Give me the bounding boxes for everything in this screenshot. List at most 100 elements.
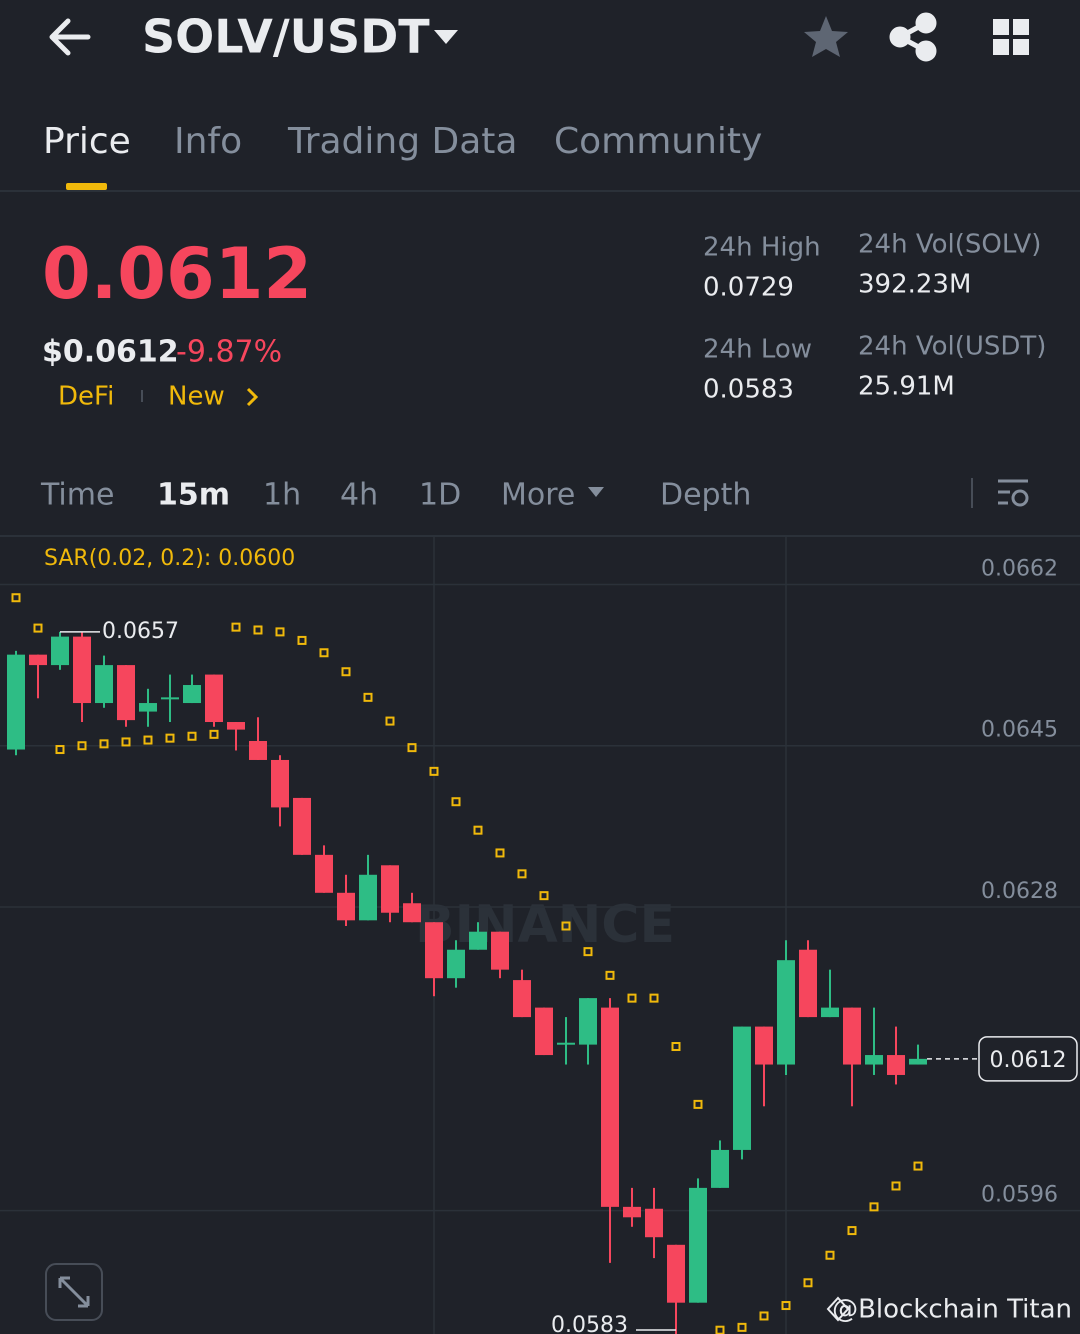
sar-dot (671, 1042, 681, 1052)
pair-title[interactable]: SOLV/USDT (142, 10, 430, 64)
candle-body (711, 1149, 729, 1188)
candle-body (249, 740, 267, 760)
grid-menu[interactable] (993, 19, 1029, 55)
candle-body (799, 949, 817, 1018)
candle-body (645, 1208, 663, 1238)
sar-dot (429, 766, 439, 776)
candle-body (271, 759, 289, 808)
timeframe[interactable]: Depth (660, 478, 751, 513)
candle-body (205, 674, 223, 723)
stat-value: 0.0583 (703, 375, 794, 405)
stat-label: 24h Low (703, 335, 812, 365)
candle-body (95, 665, 113, 704)
more-dropdown[interactable] (588, 487, 604, 497)
sar-dot (649, 993, 659, 1003)
sar-dot (759, 1311, 769, 1321)
candle-body (425, 922, 443, 979)
candle-body (7, 654, 25, 750)
candle-body (139, 703, 157, 712)
sar-dot (495, 848, 505, 858)
stat-label: 24h Vol(SOLV) (858, 230, 1041, 260)
chart: 0.0662 0.0645 0.0628 0.0596 0.0657 0.0583 0.06… (0, 556, 1080, 1334)
y-tick-label: 0.0596 (981, 1183, 1058, 1208)
tab[interactable]: Info (174, 121, 242, 162)
sar-dot (583, 947, 593, 957)
sar-dot (385, 716, 395, 726)
candle-body (73, 636, 91, 704)
candle-body (447, 949, 465, 979)
sar-dot (561, 921, 571, 931)
price-change: -9.87% (176, 335, 282, 370)
last-price-box (978, 1036, 1078, 1082)
sar-dot (407, 743, 417, 753)
stat-value: 392.23M (858, 270, 971, 300)
candle-body (359, 874, 377, 921)
stat-label: 24h High (703, 233, 821, 263)
candle-body (887, 1055, 905, 1075)
chart-settings[interactable] (998, 479, 1029, 507)
candle-body (909, 1058, 927, 1065)
candle-body (183, 685, 201, 704)
indicator-label: SAR(0.02, 0.2): 0.0600 (44, 546, 295, 571)
stat-label: 24h Vol(USDT) (858, 332, 1046, 362)
sar-dot (275, 627, 285, 637)
expand-icon[interactable] (58, 1276, 90, 1308)
back-button[interactable] (49, 18, 91, 56)
sar-dot (913, 1161, 923, 1171)
timeframe[interactable]: 1D (419, 478, 461, 513)
candle-body (381, 865, 399, 913)
tag-arrow[interactable] (246, 387, 259, 407)
tag[interactable]: New (168, 382, 225, 412)
candle-body (403, 903, 421, 923)
sar-dot (451, 797, 461, 807)
candle-body (821, 1007, 839, 1018)
credit: @Blockchain Titan (832, 1295, 1072, 1325)
high-label: 0.0657 (102, 619, 179, 644)
candle-body (843, 1007, 861, 1065)
sar-dot (693, 1099, 703, 1109)
sar-dot (869, 1202, 879, 1212)
watermark: BINANCE (415, 895, 675, 955)
tab-active[interactable]: Price (43, 121, 131, 162)
timeframe[interactable]: 1h (263, 478, 301, 513)
timeframe-active[interactable]: 15m (157, 478, 230, 513)
sar-dot (11, 593, 21, 603)
candle-body (689, 1187, 707, 1303)
candle-body (601, 1007, 619, 1207)
timeframe[interactable]: Time (40, 478, 114, 513)
sar-dot (803, 1278, 813, 1288)
expand-button[interactable] (45, 1263, 103, 1321)
tab[interactable]: Community (554, 121, 762, 162)
tag[interactable]: DeFi (58, 382, 114, 412)
candle-body (117, 665, 135, 721)
candle-body (535, 1007, 553, 1056)
candle-body (579, 998, 597, 1045)
sar-dot (77, 741, 87, 751)
share-button[interactable] (889, 12, 937, 62)
sar-dot (253, 625, 263, 635)
candle-body (733, 1026, 751, 1150)
candle-body (161, 697, 179, 700)
last-price-label: 0.0612 (990, 1048, 1067, 1073)
timeframe[interactable]: More (501, 478, 575, 513)
sar-dot (341, 667, 351, 677)
price-usd: $0.0612 (42, 335, 179, 370)
sar-dot (55, 745, 65, 755)
timeframe[interactable]: 4h (340, 478, 378, 513)
tab[interactable]: Trading Data (287, 121, 517, 162)
candle-body (557, 1042, 575, 1045)
candle-body (667, 1244, 685, 1303)
sar-dot (187, 731, 197, 741)
sar-dot (847, 1226, 857, 1236)
y-tick-label: 0.0645 (981, 718, 1058, 743)
sar-dot (825, 1250, 835, 1260)
stat-value: 25.91M (858, 372, 955, 402)
sar-dot (319, 648, 329, 658)
credit-icon (826, 1296, 850, 1322)
favorite-star[interactable] (804, 16, 848, 57)
sar-dot (165, 733, 175, 743)
sar-dot (781, 1301, 791, 1311)
pair-dropdown[interactable] (434, 30, 458, 44)
sar-dot (517, 869, 527, 879)
